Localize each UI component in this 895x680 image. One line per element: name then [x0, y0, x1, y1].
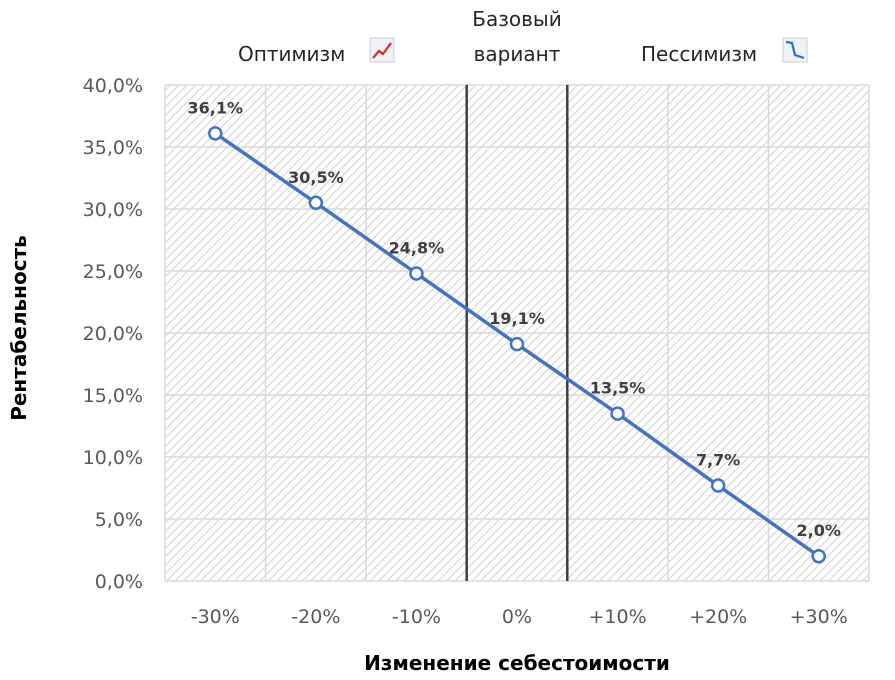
- pessimism-label: Пессимизм: [641, 42, 757, 66]
- gridlines: [164, 84, 870, 582]
- data-label: 36,1%: [188, 98, 244, 117]
- data-point: [409, 266, 424, 281]
- x-tick-labels: -30% -20% -10% 0% +10% +20% +30%: [191, 606, 848, 628]
- y-axis-title: Рентабельность: [7, 235, 31, 421]
- data-label: 2,0%: [797, 521, 841, 540]
- y-tick-label: 40,0%: [83, 75, 143, 97]
- series: [208, 126, 826, 564]
- y-tick-label: 35,0%: [83, 137, 143, 159]
- y-tick-label: 20,0%: [83, 323, 143, 345]
- data-label: 19,1%: [489, 309, 545, 328]
- x-tick-label: +10%: [588, 606, 646, 628]
- data-point: [710, 478, 726, 493]
- data-label: 24,8%: [389, 238, 445, 257]
- data-label: 7,7%: [696, 451, 740, 470]
- data-labels: 36,1% 30,5% 24,8% 19,1% 13,5% 7,7% 2,0%: [188, 98, 841, 540]
- base-band: [465, 85, 569, 581]
- y-tick-label: 10,0%: [83, 447, 143, 469]
- base-label-line1: Базовый: [472, 7, 561, 31]
- trend-down-icon: [782, 37, 808, 63]
- data-label: 13,5%: [590, 379, 646, 398]
- x-tick-label: -20%: [291, 606, 340, 628]
- x-tick-label: -30%: [191, 606, 240, 628]
- x-tick-label: +30%: [790, 606, 848, 628]
- x-tick-label: -10%: [392, 606, 441, 628]
- data-point: [811, 548, 826, 564]
- x-tick-label: 0%: [502, 606, 532, 628]
- data-label: 30,5%: [288, 168, 344, 187]
- data-point: [509, 336, 525, 352]
- data-point: [308, 195, 324, 211]
- y-tick-label: 25,0%: [83, 261, 143, 283]
- x-axis-title: Изменение себестоимости: [364, 651, 670, 675]
- y-tick-label: 15,0%: [83, 385, 143, 407]
- y-tick-label: 30,0%: [83, 199, 143, 221]
- y-tick-label: 5,0%: [95, 509, 143, 531]
- base-label-line2: вариант: [474, 42, 561, 66]
- y-tick-labels: 0,0% 5,0% 10,0% 15,0% 20,0% 25,0% 30,0% 35,0% 40…: [83, 75, 143, 593]
- x-tick-label: +20%: [689, 606, 747, 628]
- y-tick-label: 0,0%: [95, 571, 143, 593]
- trend-up-icon: [369, 37, 395, 63]
- data-point: [610, 406, 625, 421]
- data-point: [208, 126, 223, 141]
- optimism-label: Оптимизм: [238, 42, 345, 66]
